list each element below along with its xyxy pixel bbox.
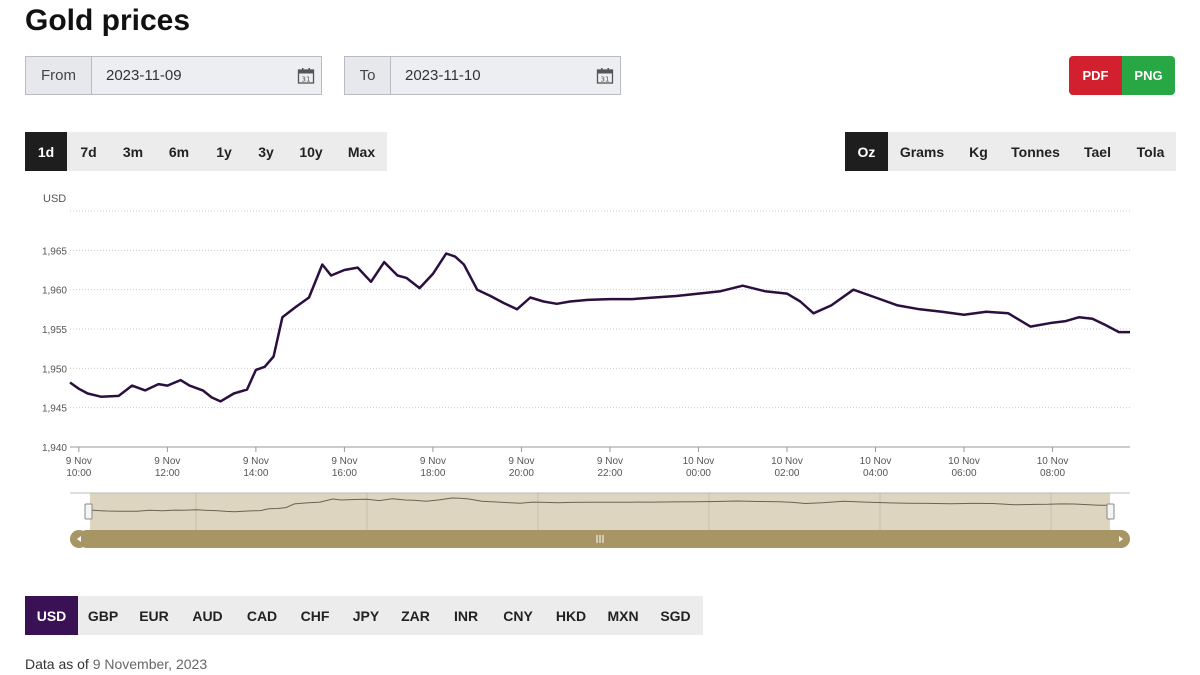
y-tick-label: 1,955	[42, 325, 67, 336]
x-tick-label: 10 Nov	[948, 456, 980, 467]
range-3y-button[interactable]: 3y	[258, 143, 274, 160]
x-tick-label: 10:00	[66, 468, 91, 479]
y-tick-label: 1,950	[42, 364, 67, 375]
unit-grams-button[interactable]: Grams	[899, 143, 945, 160]
navigator[interactable]	[70, 492, 1130, 548]
y-tick-label: 1,965	[42, 246, 67, 257]
currency-mxn-button[interactable]: MXN	[607, 607, 639, 624]
navigator-right-handle[interactable]	[1106, 503, 1115, 520]
range-1d-button[interactable]: 1d	[25, 132, 67, 171]
calendar-icon[interactable]: 31	[590, 57, 620, 94]
y-gridlines	[70, 249, 1130, 409]
currency-aud-button[interactable]: AUD	[192, 607, 223, 624]
y-tick-label: 1,940	[42, 443, 67, 454]
unit-tola-button[interactable]: Tola	[1136, 143, 1165, 160]
unit-tael-button[interactable]: Tael	[1084, 143, 1111, 160]
x-tick-label: 12:00	[155, 468, 180, 479]
navigator-background	[90, 493, 1110, 531]
data-as-of-date: 9 November, 2023	[92, 656, 208, 672]
currency-hkd-button[interactable]: HKD	[555, 607, 587, 624]
currency-selector: USD GBP EUR AUD CAD CHF JPY ZAR INR CNY HKD MXN SGD	[25, 596, 703, 635]
to-label: To	[345, 57, 391, 94]
x-tick-label: 9 Nov	[597, 456, 623, 467]
x-tick-label: 02:00	[774, 468, 799, 479]
data-as-of: Data as of 9 November, 2023	[25, 656, 207, 672]
x-tick-label: 10 Nov	[1037, 456, 1069, 467]
y-tick-label: 1,945	[42, 404, 67, 415]
range-1y-button[interactable]: 1y	[216, 143, 232, 160]
x-tick-label: 20:00	[509, 468, 534, 479]
unit-selector: Oz Grams Kg Tonnes Tael Tola	[845, 132, 1176, 171]
scrollbar-grip-icon	[596, 535, 604, 543]
unit-tonnes-button[interactable]: Tonnes	[1011, 143, 1060, 160]
currency-jpy-button[interactable]: JPY	[352, 607, 380, 624]
x-tick-label: 10 Nov	[683, 456, 715, 467]
x-tick-label: 04:00	[863, 468, 888, 479]
range-6m-button[interactable]: 6m	[168, 143, 190, 160]
x-tick-label: 10 Nov	[771, 456, 803, 467]
from-date-group: From 2023-11-09 31	[25, 56, 322, 95]
currency-usd-button[interactable]: USD	[25, 596, 78, 635]
x-tick-label: 10 Nov	[860, 456, 892, 467]
from-date-input[interactable]: 2023-11-09	[106, 67, 182, 84]
range-7d-button[interactable]: 7d	[80, 143, 97, 160]
x-tick-label: 9 Nov	[243, 456, 269, 467]
y-tick-labels: 1,940 1,945 1,950 1,955 1,960 1,965	[42, 246, 67, 454]
x-tick-label: 9 Nov	[508, 456, 534, 467]
svg-text:31: 31	[601, 75, 610, 83]
currency-chf-button[interactable]: CHF	[300, 607, 330, 624]
svg-text:31: 31	[302, 75, 311, 83]
y-tick-label: 1,960	[42, 286, 67, 297]
range-10y-button[interactable]: 10y	[299, 143, 323, 160]
pdf-export-button[interactable]: PDF	[1069, 56, 1122, 95]
range-selector: 1d 7d 3m 6m 1y 3y 10y Max	[25, 132, 387, 171]
currency-gbp-button[interactable]: GBP	[87, 607, 119, 624]
x-tick-label: 9 Nov	[420, 456, 446, 467]
page-title: Gold prices	[25, 4, 191, 37]
currency-cad-button[interactable]: CAD	[246, 607, 278, 624]
currency-eur-button[interactable]: EUR	[139, 607, 169, 624]
x-tick-label: 00:00	[686, 468, 711, 479]
navigator-series-line	[89, 497, 1110, 513]
range-3m-button[interactable]: 3m	[122, 143, 144, 160]
navigator-gridlines	[195, 493, 1052, 530]
x-tick-label: 08:00	[1040, 468, 1065, 479]
png-export-button[interactable]: PNG	[1122, 56, 1175, 95]
x-tick-label: 14:00	[243, 468, 268, 479]
x-tick-label: 16:00	[332, 468, 357, 479]
currency-sgd-button[interactable]: SGD	[660, 607, 691, 624]
x-tick-label: 9 Nov	[66, 456, 92, 467]
y-axis-label: USD	[43, 193, 66, 205]
x-tick-label: 9 Nov	[331, 456, 357, 467]
navigator-left-handle[interactable]	[84, 503, 93, 520]
gold-price-chart: USD 1,940 1,945 1,950 1,955 1,960 1,965 9 Nov…	[42, 193, 1130, 548]
from-label: From	[26, 57, 92, 94]
range-max-button[interactable]: Max	[347, 143, 376, 160]
x-tick-marks	[78, 447, 1054, 452]
x-tick-label: 22:00	[597, 468, 622, 479]
price-series-line	[69, 252, 1130, 403]
currency-zar-button[interactable]: ZAR	[401, 607, 430, 624]
x-tick-label: 06:00	[952, 468, 977, 479]
unit-oz-button[interactable]: Oz	[845, 132, 888, 171]
unit-kg-button[interactable]: Kg	[969, 143, 988, 160]
data-as-of-prefix: Data as of	[25, 656, 93, 672]
calendar-icon[interactable]: 31	[291, 57, 321, 94]
chevron-left-icon	[77, 536, 81, 542]
chevron-right-icon	[1119, 536, 1123, 542]
to-date-input[interactable]: 2023-11-10	[405, 67, 481, 84]
to-date-group: To 2023-11-10 31	[344, 56, 621, 95]
x-tick-label: 18:00	[420, 468, 445, 479]
x-tick-label: 9 Nov	[154, 456, 180, 467]
currency-cny-button[interactable]: CNY	[503, 607, 533, 624]
currency-inr-button[interactable]: INR	[453, 607, 479, 624]
